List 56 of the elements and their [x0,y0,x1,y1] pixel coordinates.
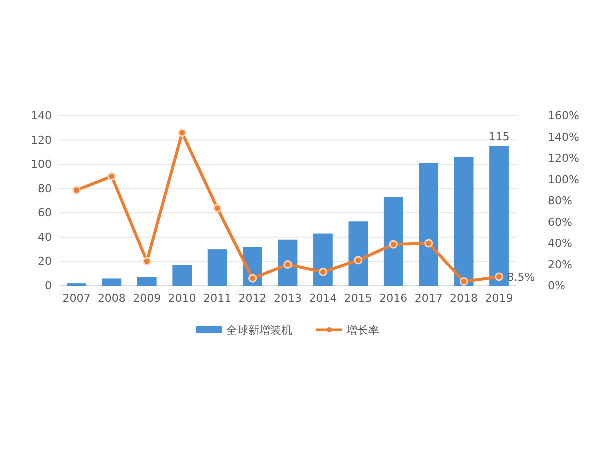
point [284,260,292,269]
x-tick-label: 2017 [414,292,443,305]
point [460,278,468,286]
x-tick-label: 2009 [133,292,162,305]
x-tick-label: 2014 [309,292,338,305]
bar [490,146,509,286]
x-tick-label: 2016 [380,292,408,305]
x-tick-label: 2018 [450,292,478,305]
y2-tick-label: 100% [548,173,580,186]
point [354,256,363,265]
x-tick-label: 2013 [274,292,302,305]
point [178,128,187,138]
bar [348,222,368,286]
bar [137,278,157,286]
x-tick-label: 2019 [485,292,514,305]
y-tick-label: 120 [31,134,52,147]
point [248,274,258,283]
y-tick-label: 20 [38,255,52,268]
bar [208,250,228,286]
y2-tick-label: 120% [548,152,580,166]
bar [454,157,474,286]
point [213,204,222,213]
point [495,272,504,282]
x-tick-label: 2007 [62,292,91,305]
x-tick-label: 2008 [98,292,126,305]
bar [172,265,192,286]
y-tick-label: 80 [38,182,52,196]
bar [314,234,333,286]
y-tick-label: 140 [31,110,52,123]
data-label: 115 [488,130,510,144]
x-tick-label: 2015 [344,292,372,305]
y2-tick-label: 80% [548,194,572,208]
point [389,240,398,249]
point [72,186,81,195]
bar [384,197,404,286]
point [424,239,434,248]
y2-tick-label: 0% [548,280,566,293]
bar [419,163,439,286]
y-tick-label: 40 [38,230,52,244]
bar [102,278,122,286]
x-tick-label: 2011 [204,292,232,305]
point [318,268,328,276]
legend-label: 增长率 [346,324,380,337]
y2-tick-label: 140% [548,130,580,144]
y2-tick-label: 20% [548,258,572,272]
point [142,257,152,266]
x-tick-label: 2010 [168,292,196,305]
legend-label: 全球新增装机 [226,324,292,337]
point [108,172,116,181]
y-tick-label: 60 [38,206,52,220]
x-tick-label: 2012 [238,292,267,305]
y-tick-label: 0 [45,280,52,293]
y2-tick-label: 40% [548,237,572,250]
y-tick-label: 100 [31,158,52,172]
y2-tick-label: 160% [548,110,580,123]
y2-tick-label: 60% [548,216,572,229]
